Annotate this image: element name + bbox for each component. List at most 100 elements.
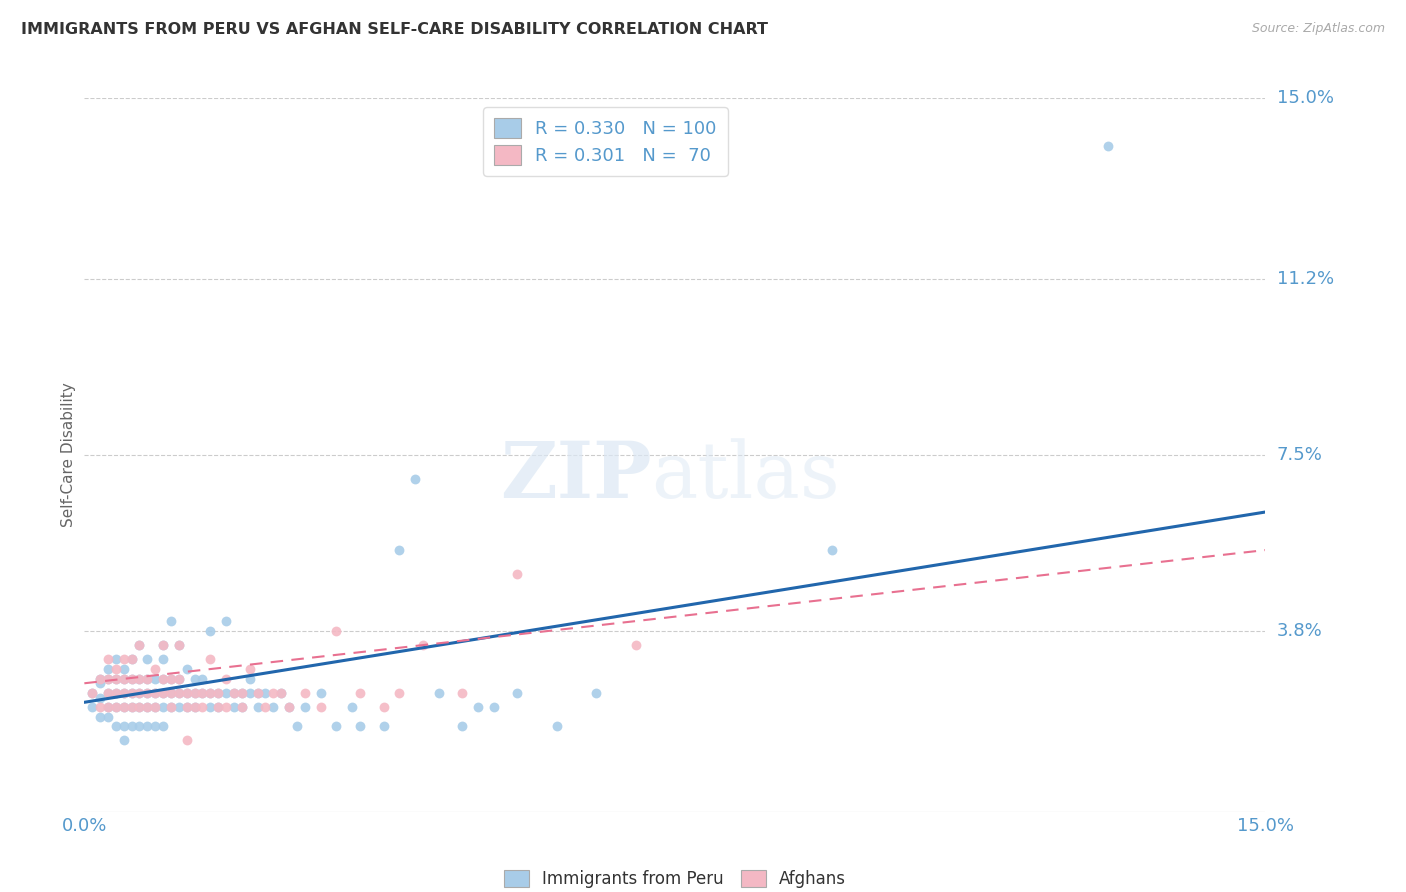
Point [152, 652, 174, 666]
Point [239, 662, 262, 676]
Point [349, 719, 371, 733]
Point [136, 700, 159, 714]
Point [104, 700, 127, 714]
Point [152, 672, 174, 686]
Point [128, 672, 150, 686]
Point [143, 662, 166, 676]
Point [373, 700, 395, 714]
Point [215, 686, 238, 700]
Point [167, 686, 190, 700]
Point [585, 686, 607, 700]
Point [176, 733, 198, 747]
Point [112, 733, 135, 747]
Point [262, 700, 284, 714]
Point [152, 686, 174, 700]
Point [152, 719, 174, 733]
Point [112, 700, 135, 714]
Point [97, 700, 120, 714]
Text: 7.5%: 7.5% [1277, 446, 1323, 464]
Point [183, 686, 205, 700]
Point [167, 686, 190, 700]
Text: atlas: atlas [651, 439, 839, 514]
Point [239, 672, 262, 686]
Point [176, 686, 198, 700]
Text: IMMIGRANTS FROM PERU VS AFGHAN SELF-CARE DISABILITY CORRELATION CHART: IMMIGRANTS FROM PERU VS AFGHAN SELF-CARE… [21, 22, 768, 37]
Point [200, 700, 222, 714]
Point [97, 700, 120, 714]
Point [136, 719, 159, 733]
Point [89, 672, 111, 686]
Point [215, 672, 238, 686]
Point [128, 686, 150, 700]
Point [104, 686, 127, 700]
Point [104, 686, 127, 700]
Point [176, 686, 198, 700]
Text: 11.2%: 11.2% [1277, 270, 1334, 288]
Point [97, 709, 120, 723]
Point [112, 652, 135, 666]
Point [89, 690, 111, 705]
Point [160, 672, 183, 686]
Point [207, 686, 229, 700]
Point [278, 700, 301, 714]
Point [104, 719, 127, 733]
Point [121, 700, 143, 714]
Point [82, 700, 104, 714]
Point [176, 700, 198, 714]
Point [128, 638, 150, 652]
Point [254, 700, 277, 714]
Point [121, 672, 143, 686]
Point [104, 672, 127, 686]
Point [160, 700, 183, 714]
Text: 15.0%: 15.0% [1277, 89, 1333, 107]
Point [136, 700, 159, 714]
Point [143, 719, 166, 733]
Point [82, 686, 104, 700]
Point [160, 686, 183, 700]
Point [121, 700, 143, 714]
Point [278, 700, 301, 714]
Point [231, 686, 253, 700]
Point [412, 638, 434, 652]
Point [183, 672, 205, 686]
Point [183, 686, 205, 700]
Point [128, 638, 150, 652]
Point [89, 700, 111, 714]
Point [167, 700, 190, 714]
Point [270, 686, 292, 700]
Point [121, 686, 143, 700]
Point [451, 719, 474, 733]
Point [128, 719, 150, 733]
Point [121, 672, 143, 686]
Point [404, 472, 426, 486]
Point [467, 700, 489, 714]
Point [112, 700, 135, 714]
Point [222, 700, 245, 714]
Point [388, 686, 411, 700]
Point [207, 686, 229, 700]
Point [128, 700, 150, 714]
Point [143, 686, 166, 700]
Point [167, 672, 190, 686]
Point [325, 624, 347, 638]
Point [262, 686, 284, 700]
Point [160, 686, 183, 700]
Point [89, 709, 111, 723]
Point [191, 672, 214, 686]
Text: 3.8%: 3.8% [1277, 622, 1322, 640]
Point [215, 700, 238, 714]
Point [176, 662, 198, 676]
Point [388, 543, 411, 558]
Point [231, 700, 253, 714]
Point [231, 686, 253, 700]
Point [294, 700, 316, 714]
Point [200, 686, 222, 700]
Point [136, 672, 159, 686]
Point [167, 638, 190, 652]
Point [97, 652, 120, 666]
Point [624, 638, 647, 652]
Point [506, 566, 529, 581]
Point [152, 638, 174, 652]
Point [200, 652, 222, 666]
Point [325, 719, 347, 733]
